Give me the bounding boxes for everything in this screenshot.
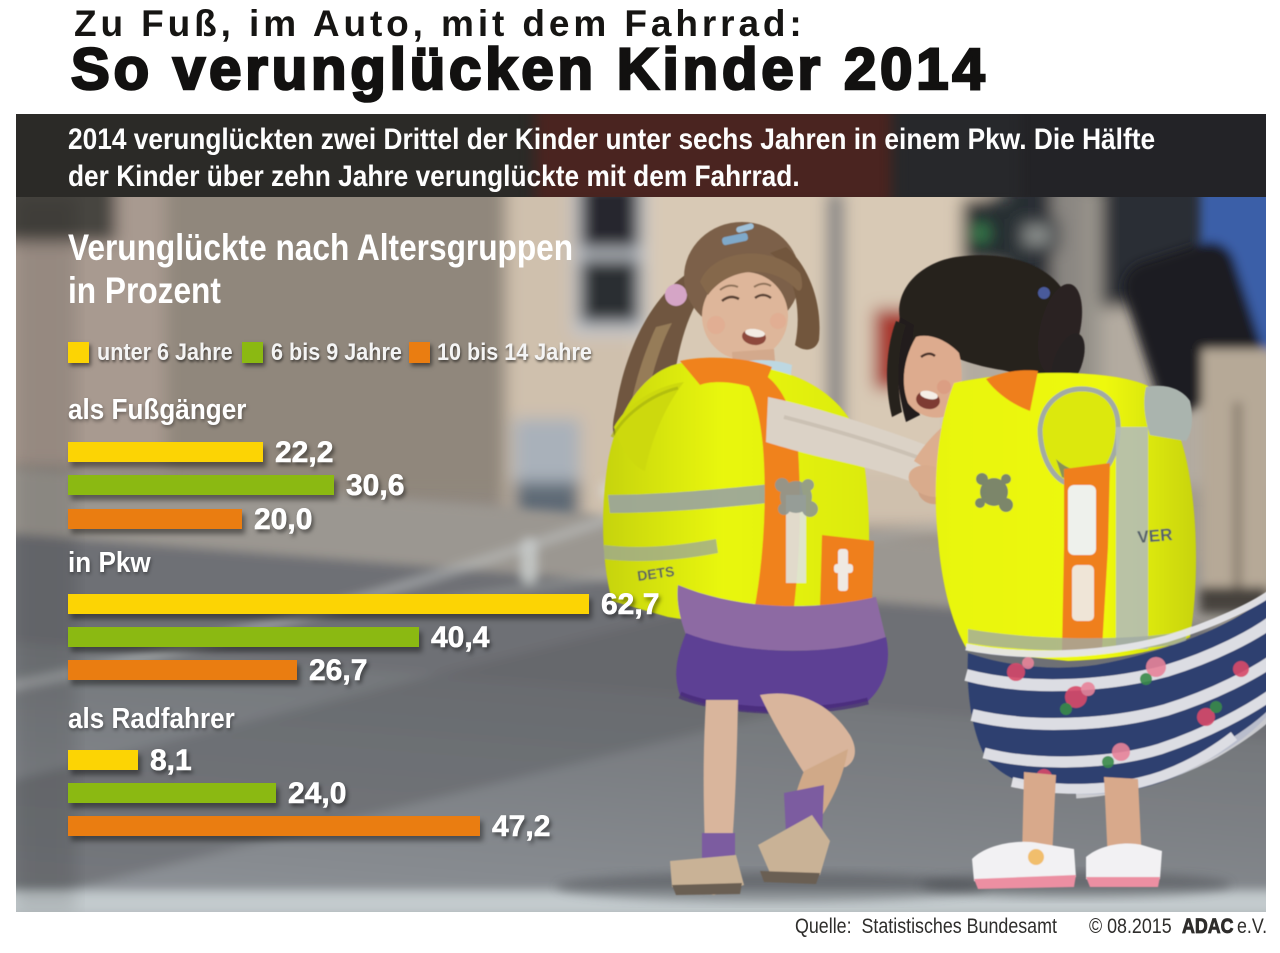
svg-text:VER: VER xyxy=(1137,525,1173,547)
svg-text:DETS: DETS xyxy=(636,563,675,584)
svg-text:33: 33 xyxy=(1024,223,1048,248)
